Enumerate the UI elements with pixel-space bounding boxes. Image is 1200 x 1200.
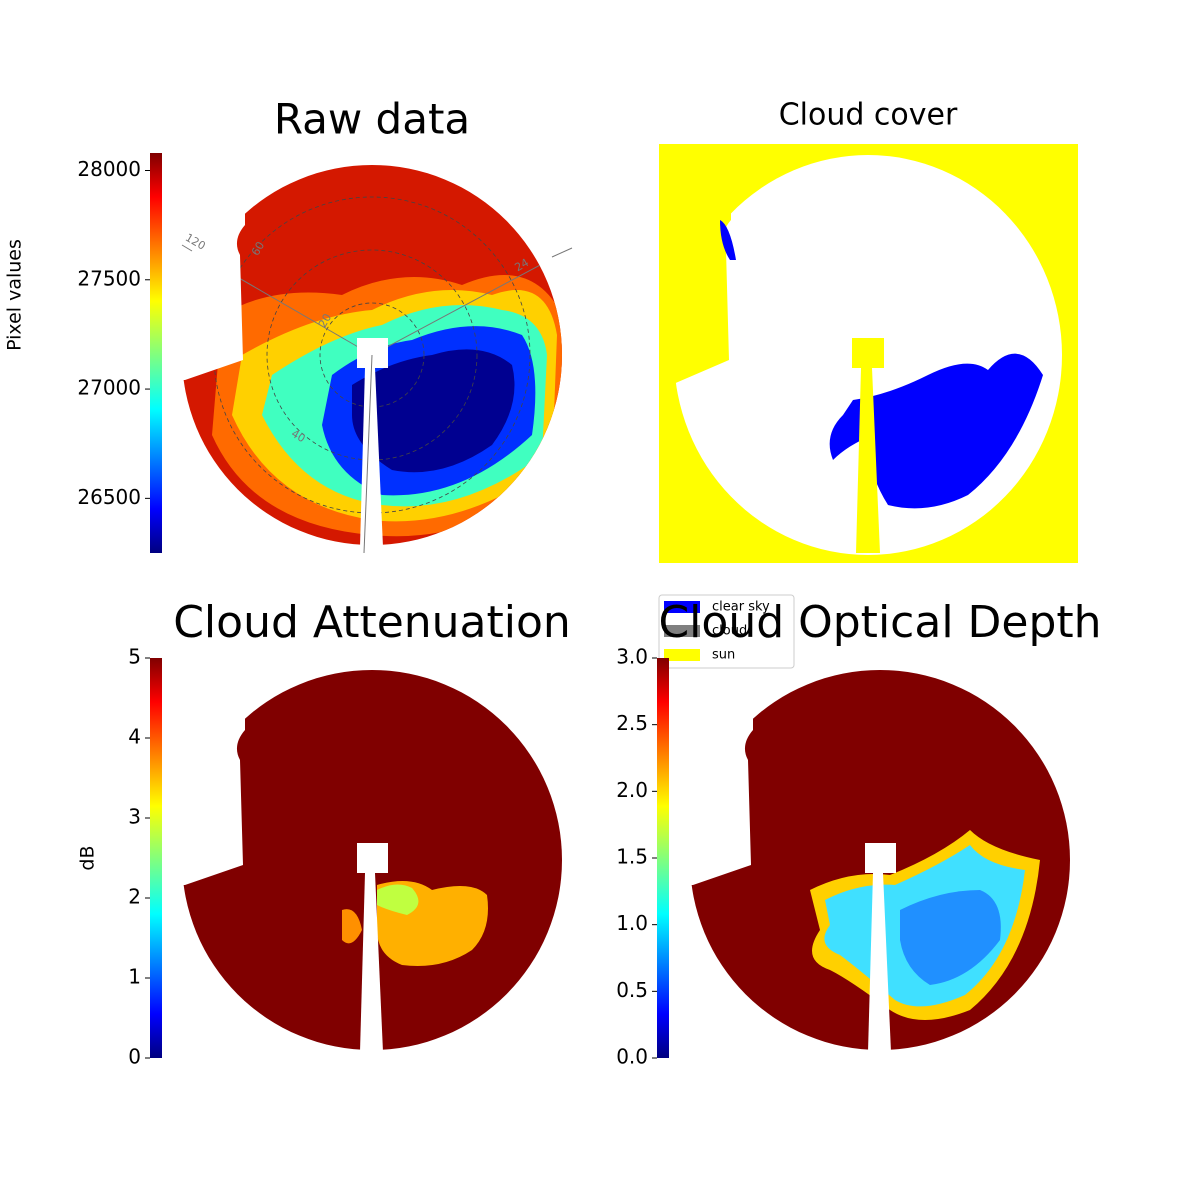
colorbar-label: dB <box>77 845 99 870</box>
polar-label: 40 <box>289 427 308 445</box>
legend-swatch <box>664 649 700 661</box>
legend-swatch <box>664 601 700 613</box>
raw-image: 120 60 20 40 24 <box>172 155 573 565</box>
colorbar-tick-label: 0.5 <box>616 978 648 1002</box>
legend-label: clear sky <box>712 600 770 615</box>
colorbar-tick-label: 27000 <box>77 376 141 400</box>
colorbar-tick-label: 5 <box>128 645 141 669</box>
colorbar-tick-label: 3 <box>128 805 141 829</box>
colorbar-tick-label: 2.0 <box>616 778 648 802</box>
polar-label: 24 <box>513 256 532 274</box>
polar-label: 60 <box>249 239 267 258</box>
polar-label: 20 <box>316 311 334 330</box>
cloud-cover-image <box>659 144 1078 563</box>
colorbar <box>150 153 162 553</box>
colorbar-tick-label: 27500 <box>77 266 141 290</box>
legend-label: cloud <box>712 624 747 639</box>
colorbar-tick-label: 1.0 <box>616 911 648 935</box>
colorbar-tick-label: 28000 <box>77 157 141 181</box>
colorbar-tick-label: 4 <box>128 725 141 749</box>
attenuation-image <box>172 660 572 1070</box>
colorbar-tick-label: 26500 <box>77 485 141 509</box>
colorbar-tick-label: 1 <box>128 965 141 989</box>
panel-title: Raw data <box>274 95 470 144</box>
colorbar-tick-label: 0 <box>128 1045 141 1069</box>
legend-label: sun <box>712 648 735 663</box>
colorbar-tick-label: 2 <box>128 885 141 909</box>
legend-swatch <box>664 625 700 637</box>
panel-title: Cloud cover <box>779 98 958 133</box>
colorbar-tick-label: 0.0 <box>616 1045 648 1069</box>
colorbar <box>657 658 669 1058</box>
colorbar-tick-label: 1.5 <box>616 845 648 869</box>
colorbar-tick-label: 2.5 <box>616 711 648 735</box>
colorbar <box>150 658 162 1058</box>
colorbar-tick-label: 3.0 <box>616 645 648 669</box>
panel-title: Cloud Optical Depth <box>658 597 1101 648</box>
panel-title: Cloud Attenuation <box>173 597 571 648</box>
optical-depth-image <box>680 660 1080 1070</box>
colorbar-label: Pixel values <box>4 239 26 351</box>
